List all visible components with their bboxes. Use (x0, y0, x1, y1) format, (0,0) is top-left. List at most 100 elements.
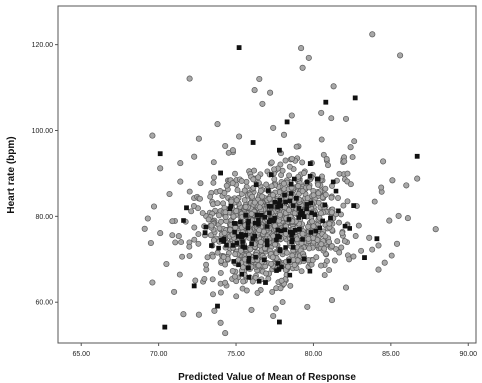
scatter-point (230, 181, 235, 186)
scatter-point (241, 279, 246, 284)
scatter-point (405, 215, 410, 220)
scatter-point (337, 171, 342, 176)
scatter-point (292, 262, 297, 267)
scatter-point (298, 45, 303, 50)
scatter-point (198, 181, 203, 186)
scatter-point (252, 200, 257, 205)
scatter-point (204, 262, 209, 267)
scatter-point (148, 240, 153, 245)
scatter-point (223, 143, 228, 148)
scatter-point-dark (331, 180, 336, 185)
scatter-point (284, 250, 289, 255)
scatter-point (307, 246, 312, 251)
scatter-point (264, 182, 269, 187)
scatter-point (229, 199, 234, 204)
scatter-point (376, 243, 381, 248)
scatter-point (232, 171, 237, 176)
scatter-point (233, 252, 238, 257)
scatter-point (264, 271, 269, 276)
scatter-point (389, 253, 394, 258)
scatter-point-dark (252, 234, 257, 239)
scatter-point (300, 189, 305, 194)
scatter-point (342, 239, 347, 244)
scatter-point (390, 178, 395, 183)
scatter-point (240, 265, 245, 270)
scatter-point-dark (289, 240, 294, 245)
scatter-point (257, 228, 262, 233)
scatter-point (433, 227, 438, 232)
scatter-point-dark (287, 217, 292, 222)
scatter-point-dark (291, 203, 296, 208)
scatter-point-dark (314, 229, 319, 234)
scatter-point (150, 133, 155, 138)
scatter-point (243, 204, 248, 209)
scatter-point (288, 283, 293, 288)
scatter-point-dark (236, 263, 241, 268)
scatter-point (294, 144, 299, 149)
scatter-point (151, 204, 156, 209)
scatter-point (299, 269, 304, 274)
scatter-point-dark (265, 224, 270, 229)
scatter-point (170, 233, 175, 238)
scatter-point (327, 221, 332, 226)
x-tick-label: 70.00 (150, 351, 168, 358)
scatter-point-dark (269, 204, 274, 209)
scatter-point (215, 201, 220, 206)
scatter-point (397, 53, 402, 58)
scatter-point (356, 223, 361, 228)
scatter-point-dark (265, 243, 270, 248)
scatter-point (339, 245, 344, 250)
scatter-point (218, 290, 223, 295)
scatter-point-dark (320, 219, 325, 224)
scatter-point-dark (308, 161, 313, 166)
scatter-point (208, 194, 213, 199)
scatter-point (370, 32, 375, 37)
scatter-point-dark (283, 245, 288, 250)
scatter-point-dark (227, 206, 232, 211)
scatter-point-dark (308, 174, 313, 179)
scatter-point (316, 191, 321, 196)
scatter-point (300, 231, 305, 236)
scatter-point (294, 237, 299, 242)
scatter-point (191, 203, 196, 208)
scatter-point (301, 170, 306, 175)
scatter-point (289, 156, 294, 161)
scatter-point (196, 136, 201, 141)
scatter-point (236, 134, 241, 139)
scatter-point-dark (276, 228, 281, 233)
scatter-point (300, 65, 305, 70)
scatter-point (260, 101, 265, 106)
scatter-point-dark (282, 193, 287, 198)
scatter-point (215, 121, 220, 126)
scatter-point-dark (162, 325, 167, 330)
scatter-point (193, 278, 198, 283)
scatter-point-dark (293, 228, 298, 233)
scatter-point (170, 219, 175, 224)
scatter-point (211, 160, 216, 165)
scatter-point (281, 181, 286, 186)
scatter-point (202, 276, 207, 281)
scatter-point-dark (158, 151, 163, 156)
scatter-point (255, 290, 260, 295)
scatter-point (311, 224, 316, 229)
scatter-point (164, 261, 169, 266)
scatter-point (319, 137, 324, 142)
scatter-point (348, 182, 353, 187)
scatter-point (189, 209, 194, 214)
scatter-point-dark (278, 247, 283, 252)
scatter-point (323, 192, 328, 197)
scatter-point (289, 113, 294, 118)
scatter-point (310, 219, 315, 224)
scatter-point (216, 213, 221, 218)
scatter-point-dark (328, 216, 333, 221)
scatter-point (208, 233, 213, 238)
scatter-point-dark (263, 280, 268, 285)
scatter-point (217, 226, 222, 231)
scatter-point (192, 225, 197, 230)
scatter-point-dark (184, 205, 189, 210)
scatter-point (250, 279, 255, 284)
scatter-point-dark (232, 221, 237, 226)
scatter-point (272, 223, 277, 228)
scatter-point-dark (267, 211, 272, 216)
